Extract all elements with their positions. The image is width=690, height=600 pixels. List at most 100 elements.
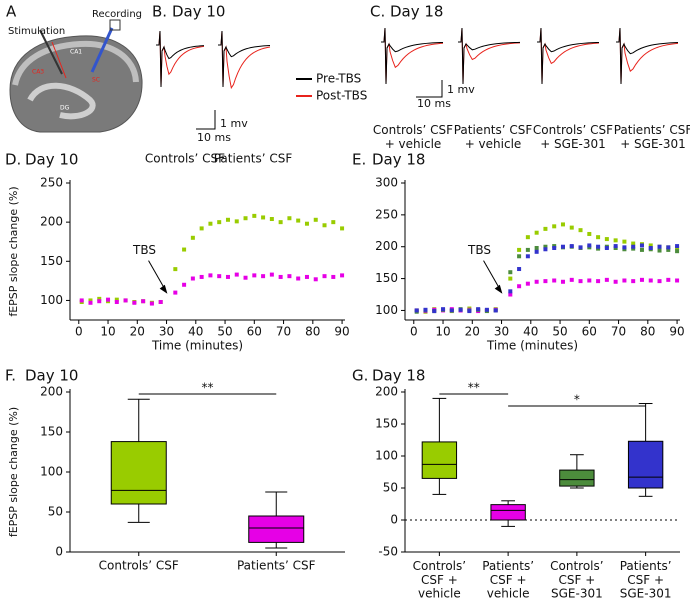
y-tick-label: 150 xyxy=(375,417,398,431)
panel-title: Day 18 xyxy=(372,367,425,385)
data-point xyxy=(552,278,557,283)
stim-path xyxy=(51,41,67,79)
y-tick-label: 100 xyxy=(40,293,63,307)
data-point xyxy=(476,307,481,312)
x-tick-label: 20 xyxy=(465,325,480,339)
data-point xyxy=(675,278,680,283)
x-tick-label: 70 xyxy=(611,325,626,339)
trace xyxy=(156,30,205,88)
x-axis-label: Time (minutes) xyxy=(486,339,578,353)
annotation-arrow xyxy=(148,260,165,289)
scale-label: 10 ms xyxy=(417,97,451,110)
legend-label: Post-TBS xyxy=(316,89,367,103)
data-point xyxy=(225,217,230,222)
data-point xyxy=(322,223,327,228)
trace xyxy=(458,27,521,85)
data-point xyxy=(173,267,178,272)
condition-label: Controls’ CSF + vehicle xyxy=(373,123,453,151)
data-point xyxy=(149,301,154,306)
data-point xyxy=(158,299,163,304)
data-point xyxy=(560,244,565,249)
data-point xyxy=(97,296,102,301)
data-point xyxy=(252,273,257,278)
data-point xyxy=(340,226,345,231)
data-point xyxy=(666,247,671,252)
y-tick-label: 200 xyxy=(375,239,398,253)
data-point xyxy=(596,279,601,284)
y-axis-label: fEPSP slope change (%) xyxy=(7,186,20,316)
data-point xyxy=(569,244,574,249)
trace xyxy=(218,30,271,88)
data-point xyxy=(449,308,454,313)
y-tick-label: 100 xyxy=(375,303,398,317)
data-point xyxy=(269,272,274,277)
diagram-label: Recording xyxy=(92,9,142,20)
panel-title: Day 10 xyxy=(25,151,78,169)
data-point xyxy=(648,278,653,283)
panel-letter: A xyxy=(6,3,17,21)
data-point xyxy=(657,279,662,284)
data-point xyxy=(639,243,644,248)
scale-label: 10 ms xyxy=(197,131,231,144)
panel-title: Day 10 xyxy=(25,367,78,385)
annotation-arrowhead xyxy=(494,284,503,294)
data-point xyxy=(182,247,187,252)
x-tick-label: 30 xyxy=(494,325,509,339)
y-tick-label: 250 xyxy=(375,207,398,221)
data-point xyxy=(432,309,437,314)
panel-title: Day 18 xyxy=(372,151,425,169)
x-tick-label: 90 xyxy=(669,325,684,339)
y-axis-label: fEPSP slope change (%) xyxy=(7,407,20,537)
data-point xyxy=(441,307,446,312)
dentate-layer xyxy=(27,82,96,120)
data-point xyxy=(508,276,513,281)
data-point xyxy=(552,245,557,250)
diagram-label: Stimulation xyxy=(8,26,65,37)
slice-shape xyxy=(9,35,143,133)
scale-label: 1 mv xyxy=(220,117,248,130)
x-tick-label: 20 xyxy=(130,325,145,339)
data-point xyxy=(587,278,592,283)
panel-letter: E. xyxy=(352,151,366,169)
data-point xyxy=(296,218,301,223)
data-point xyxy=(261,215,266,220)
box xyxy=(490,504,526,521)
data-point xyxy=(666,245,671,250)
data-point xyxy=(331,220,336,225)
annotation-arrowhead xyxy=(159,284,168,294)
x-tick-label: 80 xyxy=(640,325,655,339)
data-point xyxy=(508,292,513,297)
data-point xyxy=(217,220,222,225)
data-point xyxy=(190,276,195,281)
trace xyxy=(381,27,444,85)
x-tick-label: 50 xyxy=(552,325,567,339)
cell-layer xyxy=(12,40,139,86)
data-point xyxy=(525,254,530,259)
data-point xyxy=(534,230,539,235)
data-point xyxy=(604,245,609,250)
rec-electrode xyxy=(90,27,114,73)
data-point xyxy=(569,277,574,282)
data-point xyxy=(648,243,653,248)
hippocampus-diagram xyxy=(9,19,143,133)
data-point xyxy=(225,274,230,279)
data-point xyxy=(458,307,463,312)
box xyxy=(627,440,664,489)
data-point xyxy=(578,279,583,284)
stim-electrode xyxy=(39,29,63,75)
data-point xyxy=(560,222,565,227)
data-point xyxy=(106,297,111,302)
box xyxy=(421,441,458,479)
data-point xyxy=(414,308,419,313)
data-point xyxy=(287,274,292,279)
recording-box xyxy=(109,19,121,31)
y-tick-label: 200 xyxy=(40,215,63,229)
panel-letter: D. xyxy=(5,151,21,169)
y-tick-label: 200 xyxy=(40,385,63,399)
diagram-label: DG xyxy=(60,105,70,112)
data-point xyxy=(340,273,345,278)
data-point xyxy=(508,270,513,275)
data-point xyxy=(604,277,609,282)
data-point xyxy=(114,299,119,304)
x-tick-label: 60 xyxy=(582,325,597,339)
